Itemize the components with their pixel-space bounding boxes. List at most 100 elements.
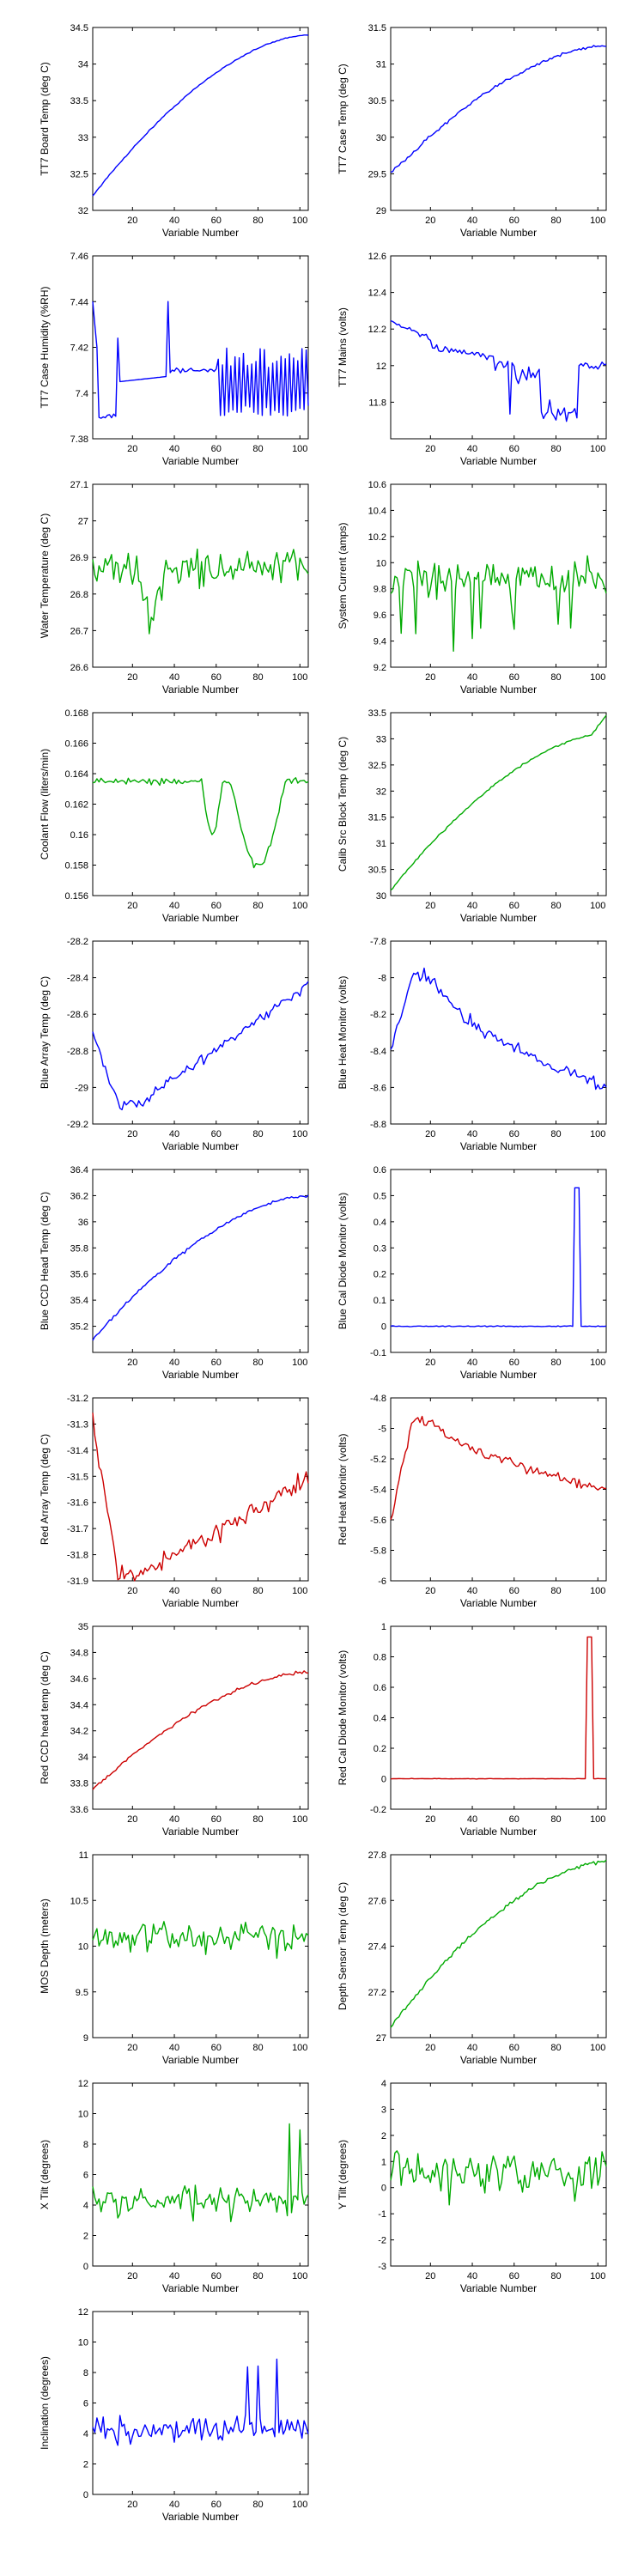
y-tick-label: 33.5 xyxy=(70,96,88,106)
y-tick-label: 10.2 xyxy=(368,532,386,543)
x-axis-label: Variable Number xyxy=(460,227,537,239)
x-tick-label: 100 xyxy=(590,2043,605,2053)
plot-frame xyxy=(390,940,607,1125)
chart-panel: 9.2 9.4 9.6 9.8 10 10.2 10.4 10.6 20 40 60 80 100 Var… xyxy=(337,480,607,696)
chart-panel: 30 30.5 31 31.5 32 32.5 33 33.5 20 40 60 80 100 Varia… xyxy=(337,708,607,924)
x-tick-label: 40 xyxy=(467,901,477,911)
y-tick-label: 30 xyxy=(376,133,386,143)
x-tick-label: 40 xyxy=(169,2500,179,2510)
x-axis-label: Variable Number xyxy=(162,1369,239,1381)
y-tick-label: -31.2 xyxy=(67,1394,88,1404)
plot-frame xyxy=(390,2082,607,2267)
y-axis-label: X Tilt (degrees) xyxy=(39,2140,51,2209)
series-line xyxy=(390,967,607,1091)
series-line xyxy=(92,2123,309,2223)
x-tick-label: 80 xyxy=(550,672,561,683)
x-tick-label: 100 xyxy=(292,444,307,454)
x-tick-label: 60 xyxy=(509,1586,519,1596)
y-tick-label: 34.2 xyxy=(70,1727,88,1737)
y-tick-label: -29.2 xyxy=(67,1120,88,1130)
y-tick-label: 0.164 xyxy=(64,769,88,780)
y-tick-label: 0.1 xyxy=(374,1296,386,1306)
series-line xyxy=(390,319,607,422)
x-tick-label: 100 xyxy=(590,672,605,683)
y-tick-label: 9 xyxy=(83,2033,88,2044)
y-tick-label: 31.5 xyxy=(368,23,386,33)
x-tick-label: 40 xyxy=(467,444,477,454)
y-tick-label: 0.2 xyxy=(374,1744,386,1754)
y-axis-label: Y Tilt (degrees) xyxy=(337,2140,349,2209)
y-axis-label: Blue CCD Head Temp (deg C) xyxy=(39,1192,51,1330)
y-tick-label: 7.44 xyxy=(70,297,88,307)
y-tick-label: 8 xyxy=(83,2368,88,2379)
y-tick-label: -31.3 xyxy=(67,1419,88,1430)
x-axis-label: Variable Number xyxy=(460,2054,537,2066)
x-tick-label: 60 xyxy=(211,2271,222,2281)
y-tick-label: 34.5 xyxy=(70,23,88,33)
y-tick-label: 0 xyxy=(381,1775,386,1785)
y-tick-label: -0.1 xyxy=(370,1348,386,1358)
y-tick-label: 29 xyxy=(376,206,386,216)
series-line xyxy=(390,1636,607,1780)
x-tick-label: 100 xyxy=(292,216,307,226)
chart-panel: -0.1 0 0.1 0.2 0.3 0.4 0.5 0.6 20 40 60 80 100 Variab… xyxy=(337,1165,607,1381)
y-tick-label: -5 xyxy=(378,1425,386,1435)
x-tick-label: 100 xyxy=(590,1129,605,1139)
x-tick-label: 20 xyxy=(425,216,435,226)
x-tick-label: 80 xyxy=(550,2271,561,2281)
series-line xyxy=(390,1859,607,2028)
y-axis-label: Inclination (degrees) xyxy=(39,2356,51,2450)
x-tick-label: 80 xyxy=(252,444,263,454)
y-tick-label: 26.9 xyxy=(70,553,88,563)
y-tick-label: 10 xyxy=(376,558,386,568)
chart-panel: 0 2 4 6 8 10 12 20 40 60 80 100 Variable Number X Til… xyxy=(39,2079,309,2294)
chart-panel: -6 -5.8 -5.6 -5.4 -5.2 -5 -4.8 20 40 60 80 100 Varia… xyxy=(337,1394,607,1609)
x-tick-label: 80 xyxy=(252,2271,263,2281)
chart-panel: 27 27.2 27.4 27.6 27.8 20 40 60 80 100 Variable Nu… xyxy=(337,1850,607,2066)
x-tick-label: 80 xyxy=(252,1129,263,1139)
y-tick-label: 10.5 xyxy=(70,1896,88,1906)
x-tick-label: 80 xyxy=(550,1358,561,1368)
x-tick-label: 100 xyxy=(292,1358,307,1368)
x-tick-label: 80 xyxy=(550,901,561,911)
plot-frame xyxy=(390,712,607,896)
y-axis-label: Water Temperature (deg C) xyxy=(39,513,51,638)
series-line xyxy=(92,548,309,635)
y-axis-label: Coolant Flow (liters/min) xyxy=(39,749,51,860)
chart-panel: 26.6 26.7 26.8 26.9 27 27.1 20 40 60 80 100 Variabl… xyxy=(39,480,309,696)
x-tick-label: 80 xyxy=(550,444,561,454)
y-tick-label: 0.162 xyxy=(64,800,88,811)
x-tick-label: 20 xyxy=(425,2271,435,2281)
chart-panel: 9 9.5 10 10.5 11 20 40 60 80 100 Variable Number MO… xyxy=(39,1850,309,2066)
plot-frame xyxy=(390,1854,607,2038)
y-tick-label: 33 xyxy=(78,133,88,143)
x-tick-label: 80 xyxy=(252,2043,263,2053)
x-axis-label: Variable Number xyxy=(162,683,239,696)
y-tick-label: 4 xyxy=(381,2079,386,2089)
y-tick-label: -31.6 xyxy=(67,1498,88,1509)
x-tick-label: 80 xyxy=(252,1814,263,1825)
y-tick-label: 30 xyxy=(376,891,386,902)
y-tick-label: 33.6 xyxy=(70,1805,88,1815)
x-tick-label: 40 xyxy=(467,672,477,683)
y-tick-label: 0 xyxy=(83,2262,88,2272)
chart-panel: -0.2 0 0.2 0.4 0.6 0.8 1 20 40 60 80 100 Variable Nu… xyxy=(337,1622,607,1838)
series-line xyxy=(390,1415,607,1521)
x-tick-label: 60 xyxy=(509,672,519,683)
x-tick-label: 100 xyxy=(590,1814,605,1825)
x-tick-label: 40 xyxy=(169,1129,179,1139)
x-tick-label: 60 xyxy=(509,1814,519,1825)
x-tick-label: 60 xyxy=(211,216,222,226)
y-tick-label: 35.6 xyxy=(70,1270,88,1280)
x-tick-label: 100 xyxy=(590,444,605,454)
y-tick-label: 27 xyxy=(376,2033,386,2044)
y-tick-label: -8.8 xyxy=(370,1120,386,1130)
y-tick-label: 0.156 xyxy=(64,891,88,902)
x-axis-label: Variable Number xyxy=(162,1140,239,1152)
x-tick-label: 80 xyxy=(550,216,561,226)
y-axis-label: System Current (amps) xyxy=(337,522,349,629)
y-tick-label: 11.8 xyxy=(368,398,386,408)
y-tick-label: 0 xyxy=(381,2184,386,2194)
y-tick-label: 6 xyxy=(83,2171,88,2181)
y-tick-label: 27 xyxy=(78,517,88,527)
